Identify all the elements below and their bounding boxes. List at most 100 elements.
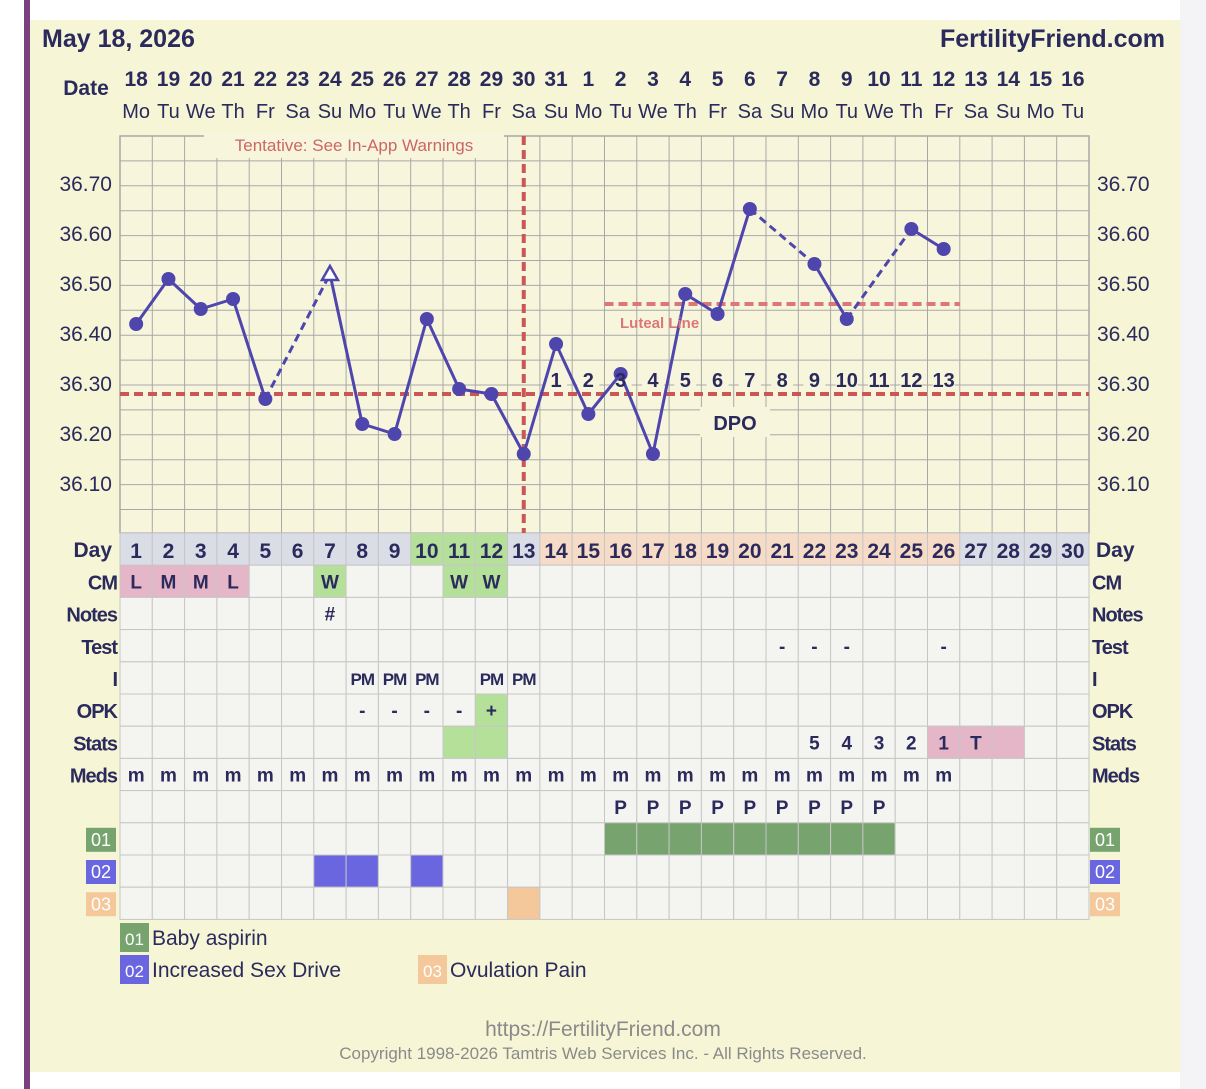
table-cell bbox=[636, 693, 670, 727]
weekday-label: Th bbox=[447, 101, 470, 123]
table-cell bbox=[1056, 661, 1090, 695]
temperature-segment bbox=[425, 318, 461, 390]
table-cell bbox=[1023, 757, 1058, 792]
table-cell bbox=[151, 822, 186, 856]
cycle-day-number: 9 bbox=[389, 540, 401, 563]
date-label: 6 bbox=[744, 68, 756, 91]
right-margin bbox=[1180, 0, 1206, 1089]
table-cell bbox=[151, 790, 186, 824]
legend-code: 03 bbox=[423, 962, 442, 981]
row-label-left: OPK bbox=[77, 701, 119, 723]
meds-value: m bbox=[580, 766, 597, 787]
table-cell bbox=[959, 886, 993, 920]
cycle-day-cell bbox=[927, 532, 961, 566]
table-cell bbox=[281, 564, 315, 598]
temperature-point bbox=[387, 427, 402, 441]
cycle-day-number: 3 bbox=[195, 540, 207, 563]
table-cell bbox=[959, 790, 993, 824]
table-cell bbox=[830, 596, 864, 631]
table-cell bbox=[636, 725, 670, 759]
meds-value: m bbox=[354, 766, 371, 787]
meds-value: m bbox=[741, 766, 758, 787]
table-cell bbox=[571, 629, 606, 663]
meds-value: m bbox=[386, 766, 403, 787]
temperature-segment bbox=[619, 373, 655, 455]
meds2-value: P bbox=[744, 798, 757, 819]
intercourse-value: PM bbox=[383, 670, 407, 689]
cycle-day-number: 8 bbox=[356, 540, 368, 563]
weekday-label: Sa bbox=[512, 101, 537, 123]
cycle-day-cell bbox=[1023, 532, 1058, 566]
table-cell bbox=[313, 564, 347, 598]
weekday-label: Mo bbox=[348, 101, 376, 123]
table-cell bbox=[830, 886, 864, 920]
temperature-point bbox=[516, 447, 531, 461]
temperature-point bbox=[678, 287, 693, 301]
table-cell bbox=[991, 822, 1025, 856]
cycle-day-number: 13 bbox=[512, 540, 535, 563]
table-cell bbox=[959, 757, 993, 792]
table-cell bbox=[830, 725, 864, 759]
table-cell bbox=[668, 661, 702, 695]
table-cell bbox=[991, 629, 1025, 663]
table-cell bbox=[991, 693, 1025, 727]
cm-value: W bbox=[450, 572, 468, 593]
table-cell bbox=[862, 790, 896, 824]
table-cell bbox=[604, 629, 638, 663]
table-cell bbox=[894, 629, 929, 663]
table-cell bbox=[830, 661, 864, 695]
row-label-left: Stats bbox=[73, 733, 118, 755]
table-cell bbox=[668, 564, 702, 598]
table-cell bbox=[636, 564, 670, 598]
table-cell bbox=[184, 661, 218, 695]
table-cell bbox=[1056, 629, 1090, 663]
date-label: 28 bbox=[447, 68, 471, 91]
table-cell bbox=[959, 854, 993, 888]
table-cell bbox=[539, 886, 573, 920]
weekday-label: Tu bbox=[1062, 101, 1085, 123]
cycle-day-number: 21 bbox=[770, 540, 794, 563]
cycle-day-cell bbox=[474, 532, 509, 566]
stats-value: 4 bbox=[841, 733, 852, 754]
cycle-day-cell bbox=[410, 532, 444, 566]
dpo-label-background bbox=[545, 367, 568, 393]
y-tick-label-right: 36.60 bbox=[1097, 223, 1150, 246]
table-cell bbox=[991, 661, 1025, 695]
custom-row-label-left: 01 bbox=[91, 830, 111, 850]
table-cell bbox=[862, 564, 896, 598]
table-cell bbox=[313, 790, 347, 824]
table-cell bbox=[119, 822, 153, 856]
meds-value: m bbox=[225, 766, 242, 787]
table-cell bbox=[184, 629, 218, 663]
table-cell bbox=[345, 725, 379, 759]
table-cell bbox=[668, 886, 702, 920]
table-cell bbox=[507, 822, 541, 856]
table-cell bbox=[474, 822, 509, 856]
meds-value: m bbox=[871, 766, 888, 787]
table-cell bbox=[151, 757, 186, 792]
opk-value: - bbox=[456, 701, 462, 722]
table-cell bbox=[700, 661, 735, 695]
meds-value: m bbox=[321, 766, 338, 787]
table-cell bbox=[894, 596, 929, 631]
dpo-label-background bbox=[738, 367, 761, 393]
table-cell bbox=[474, 564, 509, 598]
table-cell bbox=[927, 886, 961, 920]
table-cell bbox=[797, 854, 832, 888]
table-cell bbox=[700, 854, 735, 888]
table-cell bbox=[377, 790, 412, 824]
dpo-label: DPO bbox=[713, 413, 756, 435]
table-cell bbox=[1056, 757, 1090, 792]
row-label-right: OPK bbox=[1092, 701, 1134, 723]
table-cell bbox=[442, 725, 476, 759]
y-tick-label-right: 36.30 bbox=[1097, 373, 1150, 396]
row-label-left: I bbox=[112, 669, 117, 691]
dpo-number: 1 bbox=[550, 370, 561, 392]
legend-label: Ovulation Pain bbox=[450, 959, 587, 982]
table-cell bbox=[571, 886, 606, 920]
row-label-right: Test bbox=[1092, 637, 1129, 659]
table-cell bbox=[345, 693, 379, 727]
brand-name: FertilityFriend.com bbox=[940, 25, 1165, 53]
table-cell bbox=[1023, 822, 1058, 856]
cycle-day-cell bbox=[184, 532, 218, 566]
